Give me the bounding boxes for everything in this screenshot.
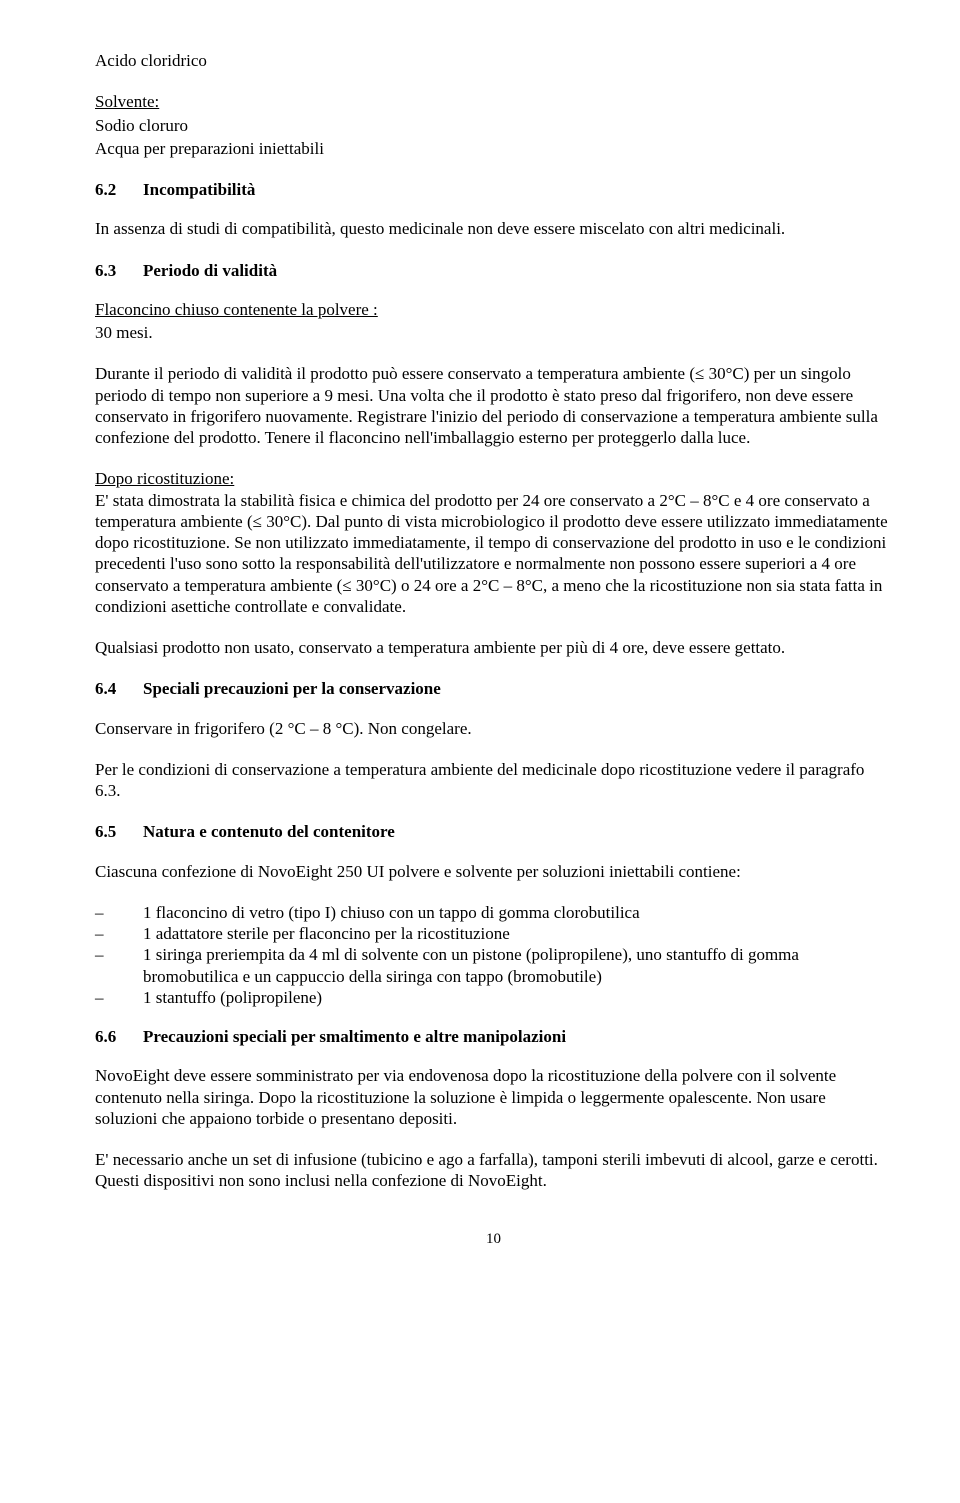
shelf-life-value: 30 mesi. bbox=[95, 322, 892, 343]
section-6-2-heading: 6.2 Incompatibilità bbox=[95, 179, 892, 200]
ingredient-line: Acido cloridrico bbox=[95, 50, 892, 71]
package-contents-list: –1 flaconcino di vetro (tipo I) chiuso c… bbox=[95, 902, 892, 1008]
section-6-6-heading: 6.6 Precauzioni speciali per smaltimento… bbox=[95, 1026, 892, 1047]
list-item: –1 adattatore sterile per flaconcino per… bbox=[95, 923, 892, 944]
section-6-4-heading: 6.4 Speciali precauzioni per la conserva… bbox=[95, 678, 892, 699]
paragraph: E' necessario anche un set di infusione … bbox=[95, 1149, 892, 1192]
heading-number: 6.5 bbox=[95, 821, 143, 842]
paragraph: Ciascuna confezione di NovoEight 250 UI … bbox=[95, 861, 892, 882]
after-reconstitution-label: Dopo ricostituzione: bbox=[95, 469, 234, 488]
heading-number: 6.4 bbox=[95, 678, 143, 699]
heading-title: Precauzioni speciali per smaltimento e a… bbox=[143, 1026, 566, 1047]
list-item: –1 siringa preriempita da 4 ml di solven… bbox=[95, 944, 892, 987]
heading-title: Speciali precauzioni per la conservazion… bbox=[143, 678, 441, 699]
heading-number: 6.2 bbox=[95, 179, 143, 200]
paragraph: Durante il periodo di validità il prodot… bbox=[95, 363, 892, 448]
heading-number: 6.6 bbox=[95, 1026, 143, 1047]
solvent-item: Acqua per preparazioni iniettabili bbox=[95, 138, 892, 159]
paragraph: NovoEight deve essere somministrato per … bbox=[95, 1065, 892, 1129]
paragraph: Conservare in frigorifero (2 °C – 8 °C).… bbox=[95, 718, 892, 739]
heading-title: Natura e contenuto del contenitore bbox=[143, 821, 395, 842]
heading-title: Periodo di validità bbox=[143, 260, 277, 281]
paragraph: In assenza di studi di compatibilità, qu… bbox=[95, 218, 892, 239]
paragraph-text: E' stata dimostrata la stabilità fisica … bbox=[95, 491, 888, 616]
after-reconstitution-block: Dopo ricostituzione: E' stata dimostrata… bbox=[95, 468, 892, 617]
solvent-heading: Solvente: bbox=[95, 91, 892, 112]
paragraph: Per le condizioni di conservazione a tem… bbox=[95, 759, 892, 802]
page-number: 10 bbox=[95, 1230, 892, 1249]
section-6-3-heading: 6.3 Periodo di validità bbox=[95, 260, 892, 281]
heading-title: Incompatibilità bbox=[143, 179, 255, 200]
section-6-5-heading: 6.5 Natura e contenuto del contenitore bbox=[95, 821, 892, 842]
paragraph: Qualsiasi prodotto non usato, conservato… bbox=[95, 637, 892, 658]
list-item: –1 flaconcino di vetro (tipo I) chiuso c… bbox=[95, 902, 892, 923]
solvent-item: Sodio cloruro bbox=[95, 115, 892, 136]
closed-vial-label: Flaconcino chiuso contenente la polvere … bbox=[95, 299, 892, 320]
list-item: –1 stantuffo (polipropilene) bbox=[95, 987, 892, 1008]
heading-number: 6.3 bbox=[95, 260, 143, 281]
